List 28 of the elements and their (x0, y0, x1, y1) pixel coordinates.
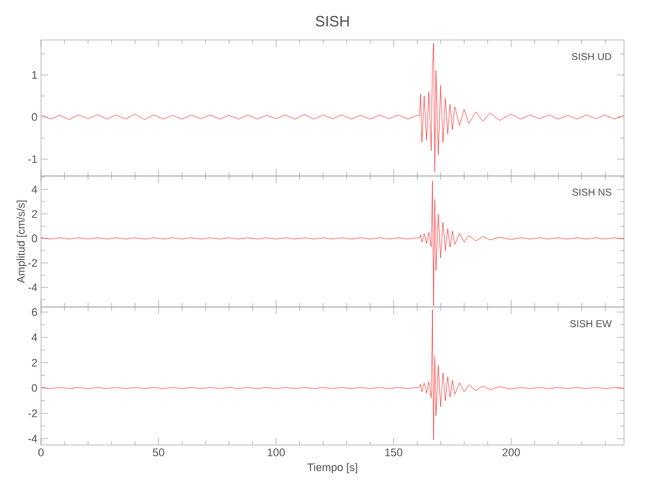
y-tick-label: 2 (32, 210, 37, 218)
y-tick-label: 2 (32, 358, 37, 367)
y-tick-label: -4 (28, 284, 38, 292)
x-tick-label: 50 (152, 448, 164, 456)
y-tick-label: 0 (32, 384, 38, 392)
x-tick-label: 150 (385, 448, 402, 456)
y-tick-label: 4 (32, 334, 38, 342)
y-tick-label: 0 (32, 234, 38, 242)
annotation: SISH NS (572, 188, 612, 196)
x-axis-title: Tiempo [s] (307, 463, 358, 474)
x-tick-label: 200 (502, 448, 520, 456)
y-tick-label: -2 (28, 410, 37, 418)
y-axis-title: Amplitud [cm/s/s] (16, 200, 27, 284)
y-tick-label: -1 (28, 155, 37, 163)
y-tick-label: 1 (32, 71, 37, 79)
line-series (41, 309, 624, 440)
y-tick-label: -2 (28, 259, 37, 267)
chart-title: SISH (316, 16, 349, 26)
y-tick-label: 0 (32, 113, 38, 121)
x-tick-label: 100 (268, 448, 285, 456)
y-tick-label: 6 (32, 308, 38, 316)
annotation: SISH EW (570, 320, 612, 328)
x-tick-label: 0 (38, 448, 44, 456)
y-tick-label: 4 (32, 186, 38, 194)
y-tick-label: -4 (28, 434, 38, 442)
line-series (41, 180, 624, 306)
annotation: SISH UD (572, 53, 612, 60)
line-series (41, 43, 624, 172)
